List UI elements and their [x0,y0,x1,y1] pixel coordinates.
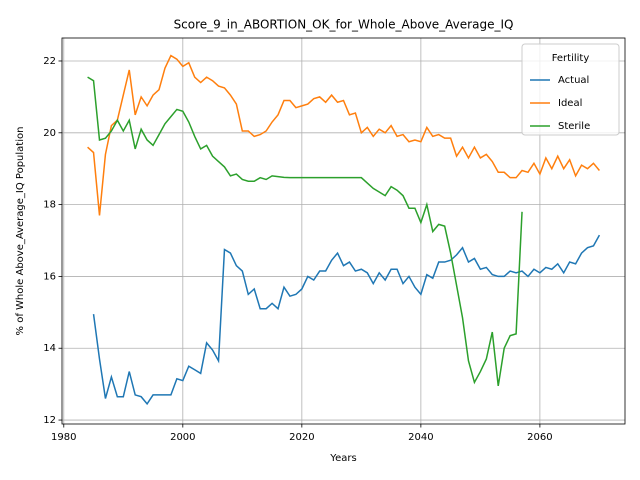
legend: Fertility Actual Ideal Sterile [521,43,620,136]
legend-label: Actual [558,75,589,86]
y-tick-label: 16 [43,271,56,282]
y-axis-label: % of Whole Above_Average_IQ Population [15,127,26,336]
x-tick-label: 2000 [170,432,195,443]
chart-title: Score_9_in_ABORTION_OK_for_Whole_Above_A… [174,18,514,32]
line-series [87,54,600,216]
x-tick-label: 1980 [51,432,76,443]
y-tick-label: 20 [43,128,56,139]
y-tick-label: 18 [43,200,56,211]
y-tick-label: 22 [43,56,56,67]
y-tick-label: 12 [43,415,56,426]
y-tick-label: 14 [43,343,56,354]
legend-label: Sterile [558,121,590,132]
x-axis-label: Years [329,453,356,464]
line-series [87,76,523,387]
x-tick-label: 2040 [408,432,433,443]
line-series [92,234,601,406]
legend-label: Ideal [558,98,582,109]
x-tick-label: 2020 [289,432,314,443]
legend-title: Fertility [552,53,590,64]
x-tick-label: 2060 [527,432,552,443]
legend-box [521,43,620,136]
plot-frame [61,37,626,425]
